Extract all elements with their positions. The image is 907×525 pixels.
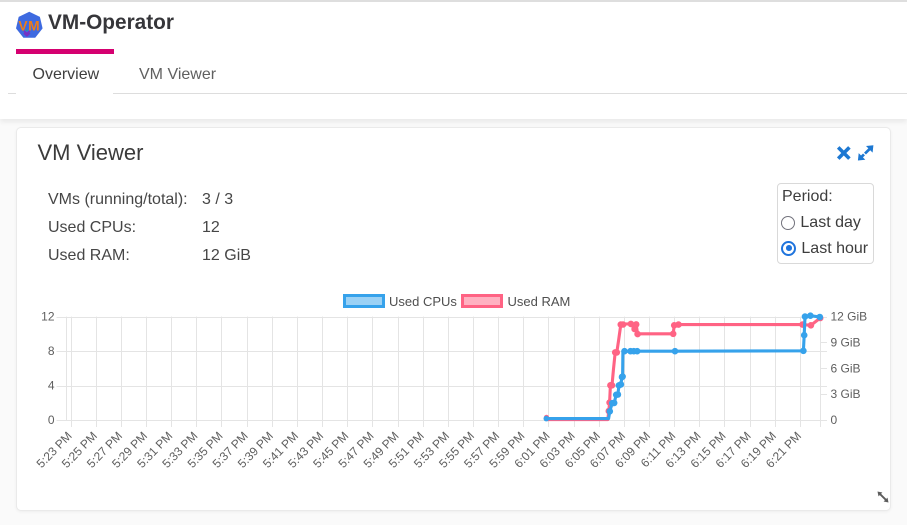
svg-text:VM: VM — [18, 18, 40, 33]
svg-text:0: 0 — [831, 413, 838, 427]
svg-text:6 GiB: 6 GiB — [831, 361, 861, 375]
svg-text:3 GiB: 3 GiB — [831, 387, 861, 401]
svg-text:8: 8 — [48, 344, 55, 358]
svg-text:4: 4 — [48, 379, 55, 393]
svg-text:12 GiB: 12 GiB — [831, 310, 868, 324]
svg-text:9 GiB: 9 GiB — [831, 335, 861, 349]
svg-text:0: 0 — [48, 413, 55, 427]
svg-text:12: 12 — [41, 310, 55, 324]
